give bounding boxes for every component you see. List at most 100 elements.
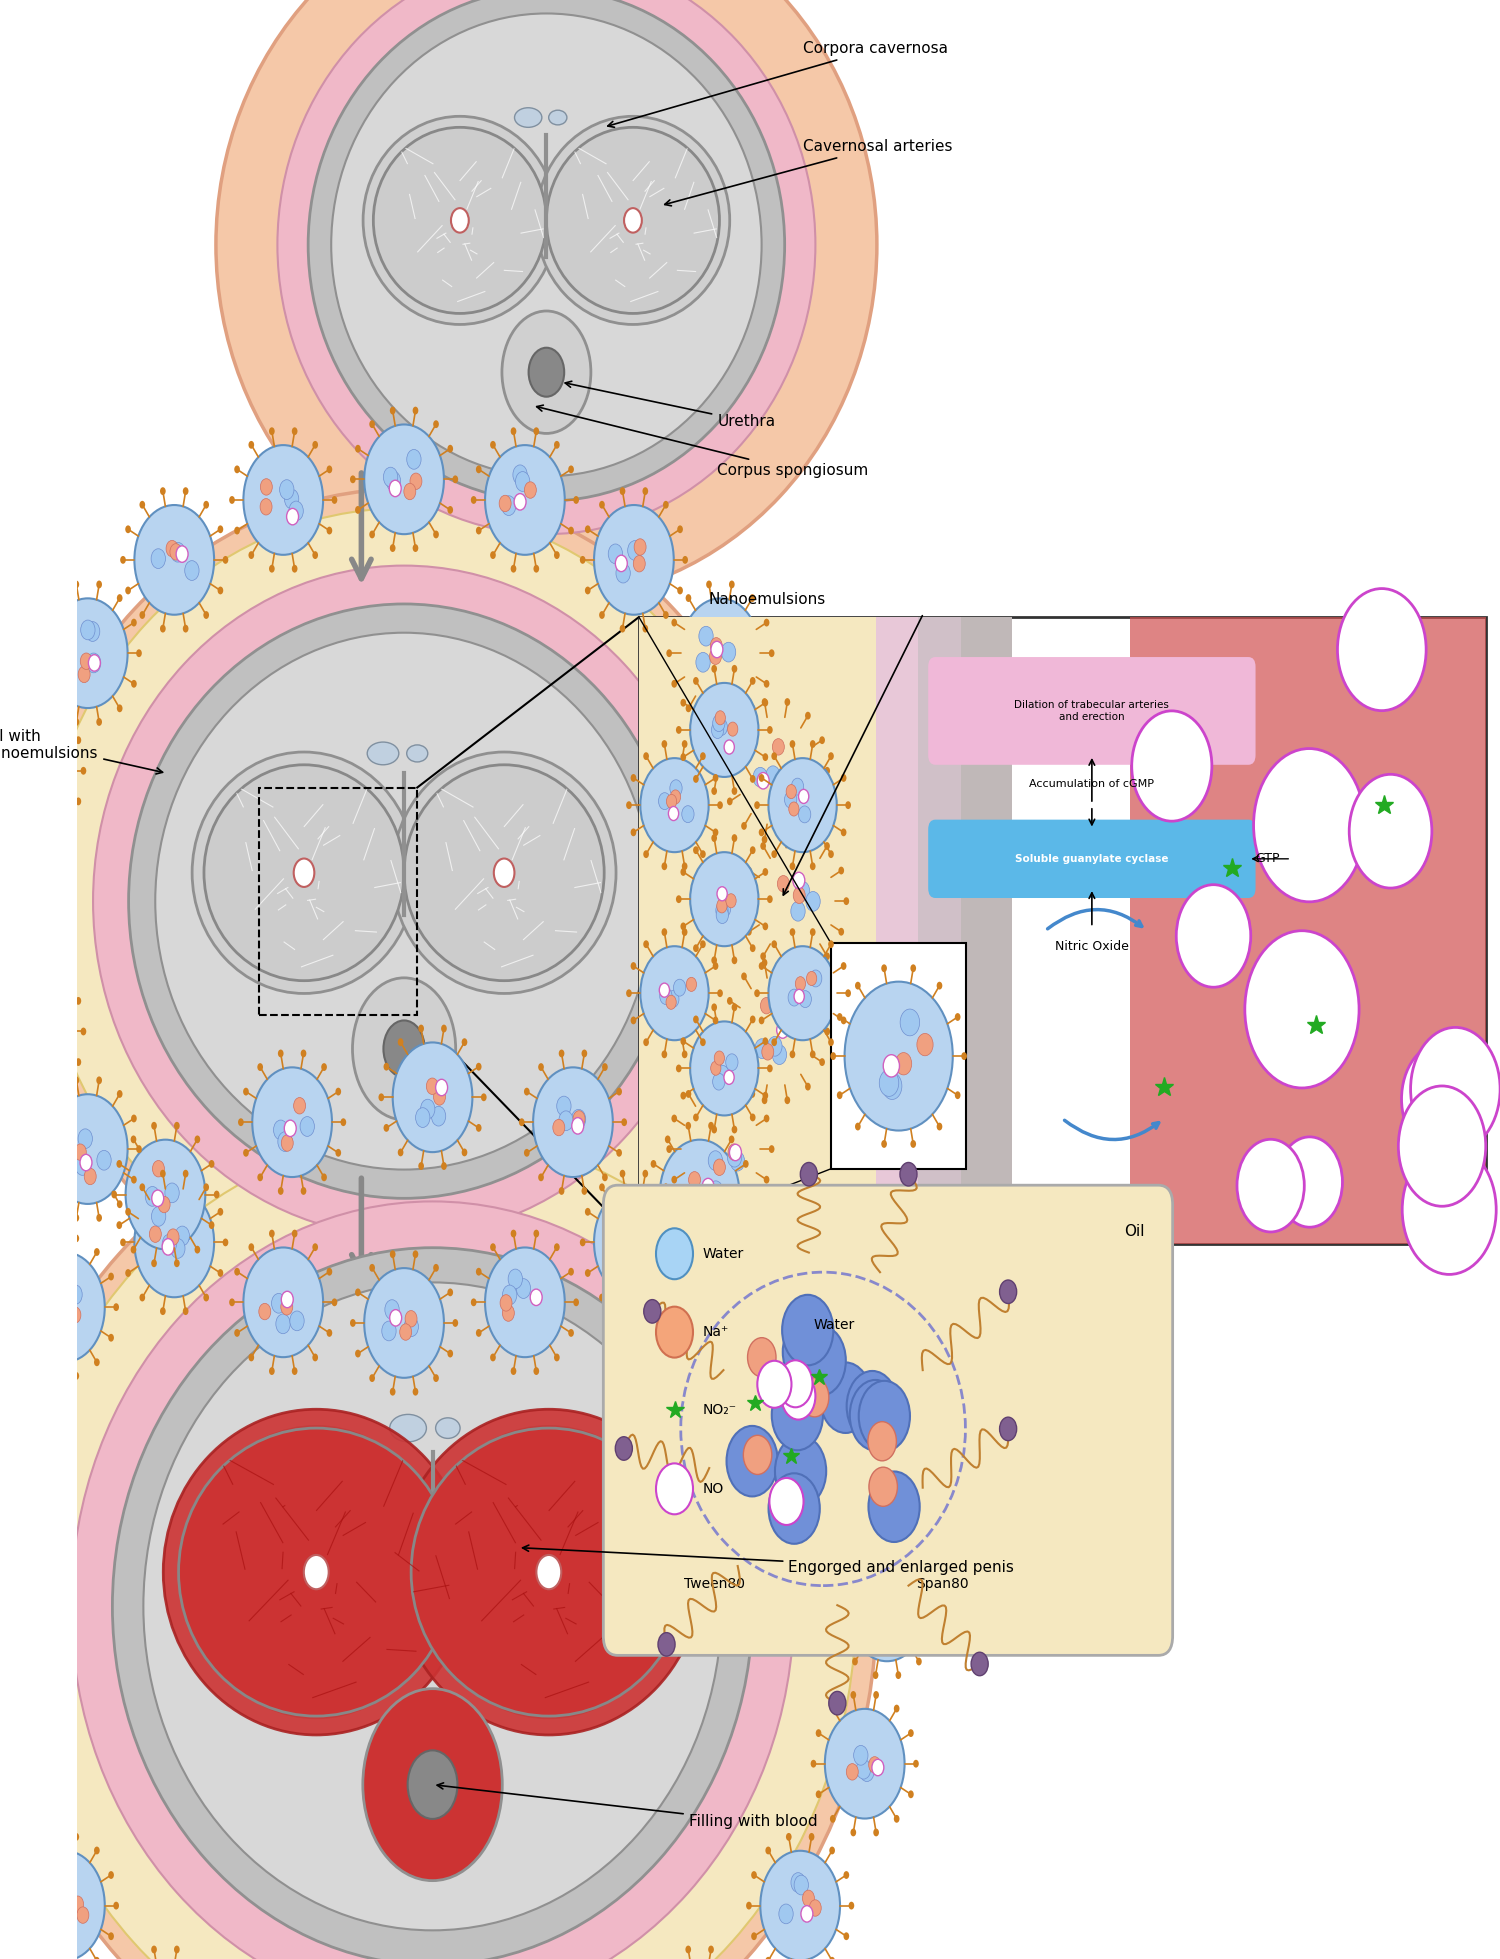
Circle shape	[42, 1890, 57, 1910]
Circle shape	[681, 752, 686, 760]
Circle shape	[729, 1136, 735, 1144]
Circle shape	[849, 1426, 862, 1446]
Circle shape	[729, 719, 735, 727]
Circle shape	[844, 981, 952, 1130]
Circle shape	[728, 1144, 740, 1160]
Circle shape	[766, 727, 772, 735]
Circle shape	[759, 962, 765, 970]
Ellipse shape	[156, 633, 652, 1170]
Circle shape	[693, 846, 699, 854]
Circle shape	[726, 893, 736, 907]
Circle shape	[891, 1589, 903, 1604]
Circle shape	[894, 1501, 900, 1508]
Circle shape	[711, 1003, 717, 1011]
Circle shape	[174, 1123, 180, 1130]
Circle shape	[726, 1054, 738, 1072]
Circle shape	[762, 1038, 768, 1046]
Circle shape	[810, 1759, 816, 1767]
Circle shape	[1402, 1146, 1496, 1275]
Circle shape	[804, 829, 810, 836]
Circle shape	[712, 1074, 724, 1089]
Circle shape	[74, 1834, 80, 1841]
Circle shape	[837, 1013, 843, 1021]
Text: Span80: Span80	[916, 1577, 969, 1591]
Circle shape	[693, 678, 699, 686]
Circle shape	[759, 1017, 765, 1025]
Circle shape	[0, 711, 3, 719]
Circle shape	[706, 580, 712, 588]
Ellipse shape	[406, 744, 427, 762]
Circle shape	[378, 1093, 384, 1101]
Circle shape	[868, 1757, 880, 1773]
Circle shape	[645, 1191, 651, 1199]
Text: Tween80: Tween80	[684, 1577, 746, 1591]
Circle shape	[768, 946, 837, 1040]
Circle shape	[382, 1320, 396, 1340]
Circle shape	[810, 862, 816, 870]
Circle shape	[160, 488, 165, 496]
Circle shape	[3, 1749, 15, 1765]
Circle shape	[261, 478, 273, 496]
Circle shape	[594, 505, 674, 615]
Circle shape	[771, 940, 777, 948]
Circle shape	[1276, 1136, 1342, 1226]
Circle shape	[644, 940, 650, 948]
Circle shape	[75, 1156, 90, 1175]
FancyBboxPatch shape	[928, 819, 1256, 897]
Circle shape	[700, 940, 705, 948]
Circle shape	[663, 611, 669, 619]
Circle shape	[868, 1467, 897, 1506]
Circle shape	[615, 554, 627, 572]
Circle shape	[538, 1173, 544, 1181]
Circle shape	[433, 531, 439, 539]
Circle shape	[850, 1377, 856, 1385]
Circle shape	[184, 560, 200, 580]
Circle shape	[808, 1234, 814, 1242]
Circle shape	[312, 1244, 318, 1252]
Circle shape	[258, 1064, 262, 1072]
Circle shape	[568, 1328, 574, 1336]
Circle shape	[21, 829, 27, 836]
Circle shape	[750, 1113, 756, 1121]
Circle shape	[802, 1890, 814, 1906]
Circle shape	[413, 1250, 419, 1258]
Circle shape	[627, 1226, 639, 1244]
Circle shape	[630, 962, 636, 970]
Circle shape	[364, 425, 444, 535]
Circle shape	[413, 407, 419, 415]
Circle shape	[336, 1148, 340, 1156]
Circle shape	[711, 1062, 722, 1075]
Circle shape	[750, 678, 756, 686]
Circle shape	[699, 627, 712, 646]
Circle shape	[525, 482, 537, 498]
Circle shape	[765, 1358, 771, 1365]
Circle shape	[404, 1316, 418, 1336]
Circle shape	[516, 472, 530, 492]
Circle shape	[708, 1945, 714, 1953]
Circle shape	[419, 1162, 424, 1170]
Circle shape	[819, 1058, 825, 1066]
Circle shape	[327, 527, 333, 535]
Text: Accumulation of cGMP: Accumulation of cGMP	[1029, 780, 1155, 789]
Circle shape	[18, 697, 24, 705]
Circle shape	[294, 858, 315, 887]
Ellipse shape	[164, 1409, 470, 1736]
Circle shape	[885, 1571, 897, 1589]
Circle shape	[747, 1338, 776, 1377]
Circle shape	[708, 1123, 714, 1130]
Circle shape	[234, 466, 240, 474]
Circle shape	[582, 1187, 586, 1195]
Circle shape	[750, 705, 754, 713]
Circle shape	[766, 895, 772, 903]
Circle shape	[573, 1111, 585, 1126]
Circle shape	[356, 505, 362, 513]
Circle shape	[16, 1334, 21, 1342]
Circle shape	[712, 715, 724, 731]
Circle shape	[554, 1119, 566, 1136]
Circle shape	[433, 1373, 439, 1381]
Circle shape	[44, 1730, 50, 1738]
Circle shape	[885, 1604, 897, 1620]
Circle shape	[58, 1904, 70, 1922]
Circle shape	[249, 441, 254, 449]
Circle shape	[849, 1303, 855, 1311]
